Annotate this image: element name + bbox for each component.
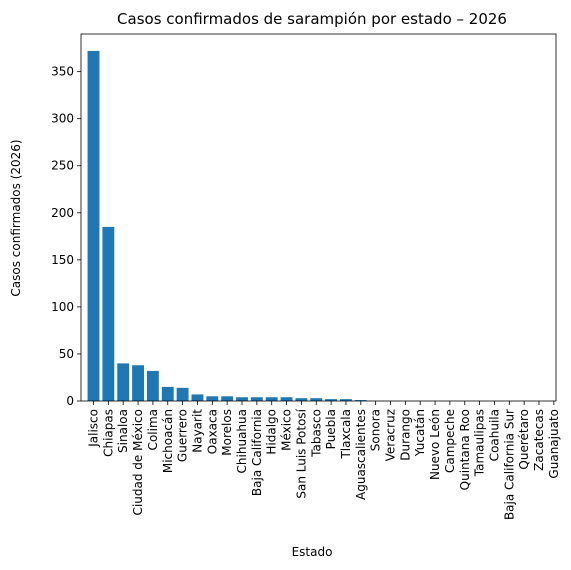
x-tick-label: Tabasco xyxy=(309,409,323,458)
y-tick-label: 350 xyxy=(51,65,74,79)
x-tick-label: Oaxaca xyxy=(205,409,219,454)
bar-oaxaca xyxy=(206,396,219,401)
x-tick-label: Coahuila xyxy=(487,409,501,461)
x-tick-label: Ciudad de México xyxy=(131,409,145,515)
y-tick-label: 200 xyxy=(51,206,74,220)
bar-aguascalientes xyxy=(354,400,367,401)
x-tick-label: Puebla xyxy=(324,409,338,449)
y-tick-label: 300 xyxy=(51,112,74,126)
bar-michoacán xyxy=(161,386,174,401)
x-tick-label: Yucatán xyxy=(413,409,427,457)
bar-ciudad-de-méxico xyxy=(132,365,144,401)
bar-chihuahua xyxy=(236,397,248,401)
x-tick-label: Sinaloa xyxy=(116,409,130,453)
chart-title: Casos confirmados de sarampión por estad… xyxy=(117,10,507,28)
bar-san-luis-potosí xyxy=(295,398,308,401)
plot-frame xyxy=(80,33,557,402)
x-tick-label: Querétaro xyxy=(517,409,531,470)
x-tick-label: Nayarit xyxy=(190,409,204,453)
x-tick-label: Jalisco xyxy=(87,409,101,448)
x-tick-label: Guanajuato xyxy=(547,409,561,479)
bar-jalisco xyxy=(87,50,100,401)
x-tick-label: Sonora xyxy=(369,409,383,451)
bar-sinaloa xyxy=(117,363,130,401)
x-tick-label: Quintana Roo xyxy=(458,409,472,490)
x-tick-label: Tlaxcala xyxy=(339,409,353,460)
x-tick-label: Michoacán xyxy=(161,409,175,473)
x-tick-label: Aguascalientes xyxy=(354,409,368,500)
plot-area xyxy=(87,50,367,401)
x-tick-label: Tamaulipas xyxy=(473,409,487,477)
x-tick-label: Nuevo León xyxy=(428,409,442,480)
y-tick-label: 50 xyxy=(59,347,74,361)
x-tick-label: Chihuahua xyxy=(235,409,249,473)
y-tick-label: 250 xyxy=(51,159,74,173)
x-tick-label: Chiapas xyxy=(101,409,115,457)
x-tick-label: México xyxy=(280,409,294,451)
bar-chiapas xyxy=(102,226,115,401)
y-tick-label: 150 xyxy=(51,253,74,267)
bar-guerrero xyxy=(176,387,189,401)
x-axis-label: Estado xyxy=(292,545,333,559)
bar-hidalgo xyxy=(265,397,278,401)
x-tick-label: Colima xyxy=(146,409,160,450)
x-tick-label: Zacatecas xyxy=(532,409,546,471)
y-tick-label: 0 xyxy=(66,394,74,408)
x-tick-label: San Luis Potosí xyxy=(294,408,308,498)
x-tick-label: Baja California xyxy=(250,409,264,496)
y-tick-label: 100 xyxy=(51,300,74,314)
x-tick-label: Durango xyxy=(398,409,412,461)
x-tick-label: Campeche xyxy=(443,409,457,473)
x-tick-label: Guerrero xyxy=(176,409,190,462)
bar-méxico xyxy=(280,397,293,401)
x-tick-label: Morelos xyxy=(220,409,234,456)
bar-nayarit xyxy=(191,394,204,401)
x-tick-label: Baja California Sur xyxy=(502,409,516,520)
bar-morelos xyxy=(221,396,234,401)
bar-tlaxcala xyxy=(340,399,352,401)
bar-tabasco xyxy=(310,398,323,401)
bar-colima xyxy=(146,370,159,401)
x-tick-label: Hidalgo xyxy=(265,409,279,455)
y-axis-label: Casos confirmados (2026) xyxy=(9,139,23,296)
bar-baja-california xyxy=(250,397,263,401)
x-tick-label: Veracruz xyxy=(384,409,398,461)
bar-puebla xyxy=(325,399,338,401)
